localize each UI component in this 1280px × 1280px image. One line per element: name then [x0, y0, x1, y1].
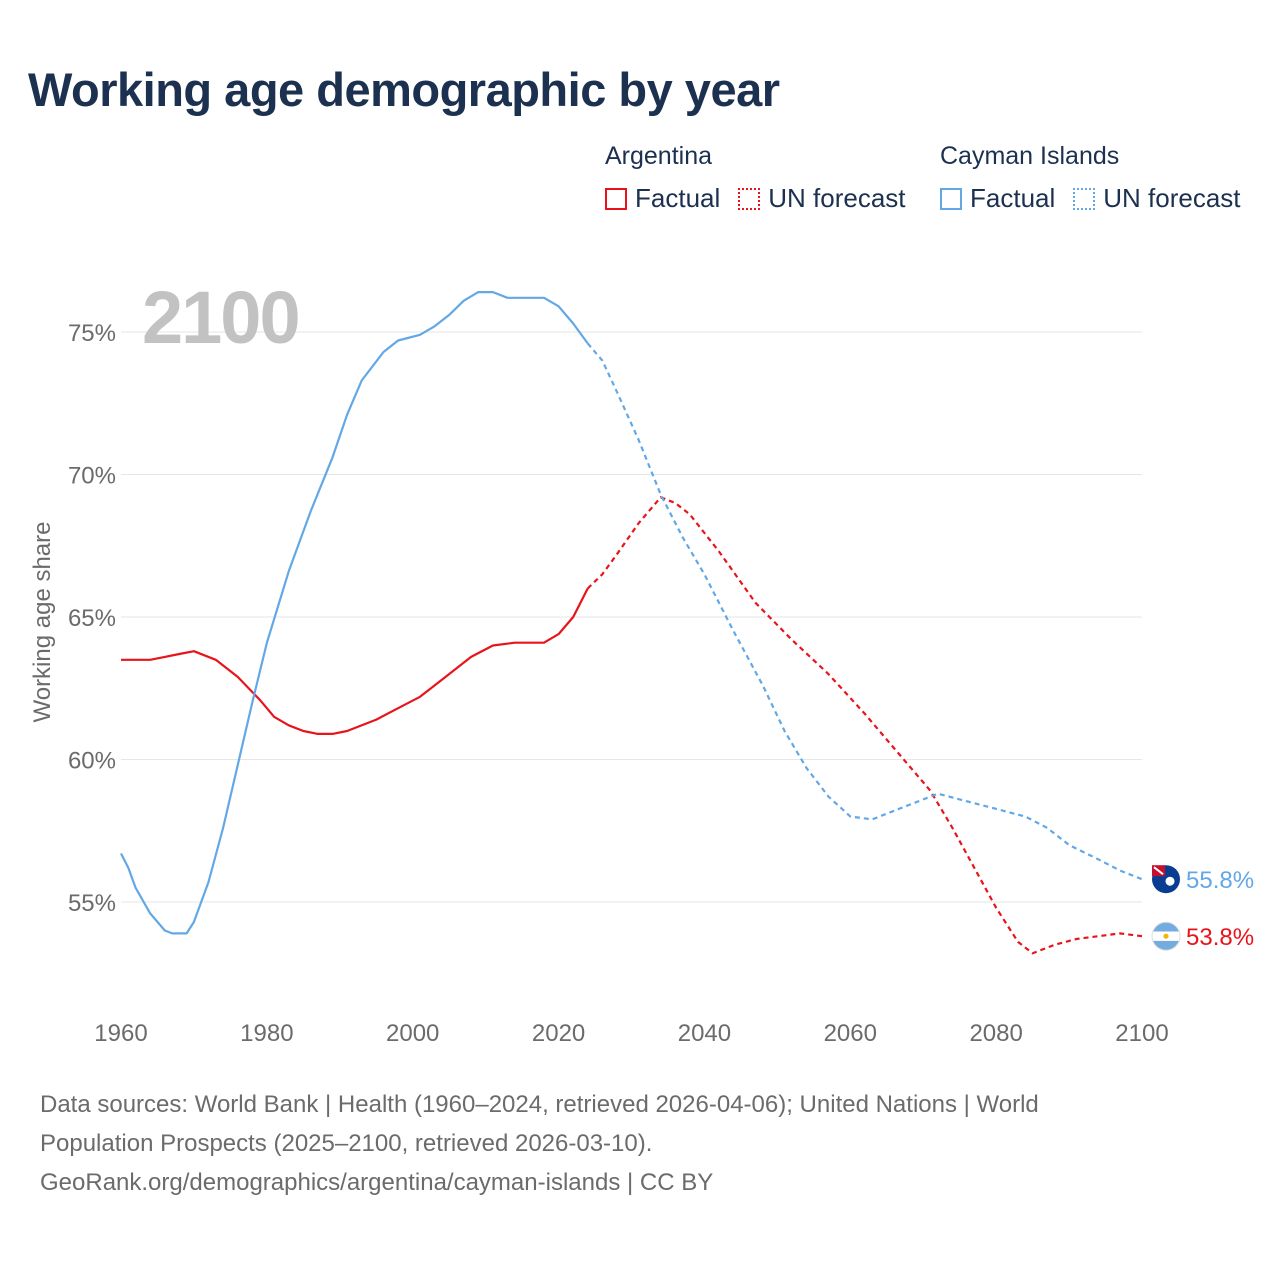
x-tick-label: 1960 [94, 1020, 147, 1047]
legend-label: UN forecast [1103, 183, 1241, 213]
footer-source-line-1: Data sources: World Bank | Health (1960–… [40, 1091, 1039, 1118]
y-tick-label: 65% [68, 605, 116, 632]
legend-group-name: Argentina [605, 142, 713, 170]
line-chart: 2100 55% 60% 65% 70% 75% 1960 1980 2000 2020 204… [29, 276, 1254, 1047]
y-tick-label: 70% [68, 463, 116, 490]
series-lines [120, 291, 1143, 955]
end-label-argentina: 53.8% [1186, 924, 1254, 951]
x-tick-label: 2080 [969, 1020, 1022, 1047]
x-tick-label: 2060 [824, 1020, 877, 1047]
footer-source-line-2: Population Prospects (2025–2100, retriev… [40, 1130, 653, 1157]
legend-cayman-factual[interactable]: Factual [940, 183, 1055, 214]
legend-cayman-forecast[interactable]: UN forecast [1073, 183, 1241, 214]
x-tick-label: 2000 [386, 1020, 439, 1047]
y-axis-ticks: 55% 60% 65% 70% 75% [68, 320, 116, 917]
x-tick-label: 2040 [678, 1020, 731, 1047]
flag-cayman-islands-icon [1152, 865, 1180, 894]
legend-swatch-dotted [1073, 187, 1096, 210]
y-axis-label: Working age share [29, 522, 56, 723]
legend-swatch-solid [605, 187, 627, 210]
y-tick-label: 75% [68, 320, 116, 347]
y-tick-label: 60% [68, 748, 116, 775]
series-line-argentina-factual [121, 588, 589, 735]
end-markers: 53.8% 55.8% [1151, 865, 1254, 951]
footer: Data sources: World Bank | Health (1960–… [40, 1085, 1240, 1202]
flag-argentina-icon [1151, 921, 1181, 951]
x-tick-label: 1980 [240, 1020, 293, 1047]
legend-argentina: Argentina Factual UN forecast [605, 142, 924, 214]
series-line-cayman-islands-forecast [586, 342, 1143, 881]
legend-cayman-islands: Cayman Islands Factual UN forecast [940, 142, 1259, 214]
year-watermark: 2100 [142, 276, 299, 359]
end-label-cayman-islands: 55.8% [1186, 867, 1254, 894]
legend-label: Factual [970, 183, 1056, 213]
legend-argentina-factual[interactable]: Factual [605, 183, 720, 214]
y-tick-label: 55% [68, 890, 116, 917]
x-tick-label: 2020 [532, 1020, 585, 1047]
series-line-argentina-forecast [586, 495, 1143, 955]
footer-attribution[interactable]: GeoRank.org/demographics/argentina/cayma… [40, 1169, 714, 1196]
legend-label: UN forecast [768, 183, 906, 213]
legend-swatch-solid [940, 187, 962, 210]
gridlines [121, 331, 1142, 903]
legend-swatch-dotted [738, 187, 761, 210]
x-tick-label: 2100 [1115, 1020, 1168, 1047]
legend-label: Factual [635, 183, 721, 213]
x-axis-ticks: 1960 1980 2000 2020 2040 2060 2080 2100 [94, 1020, 1168, 1047]
legend-group-name: Cayman Islands [940, 142, 1120, 170]
legend-argentina-forecast[interactable]: UN forecast [738, 183, 906, 214]
chart-title: Working age demographic by year [28, 63, 780, 116]
series-line-cayman-islands-factual [120, 291, 589, 935]
